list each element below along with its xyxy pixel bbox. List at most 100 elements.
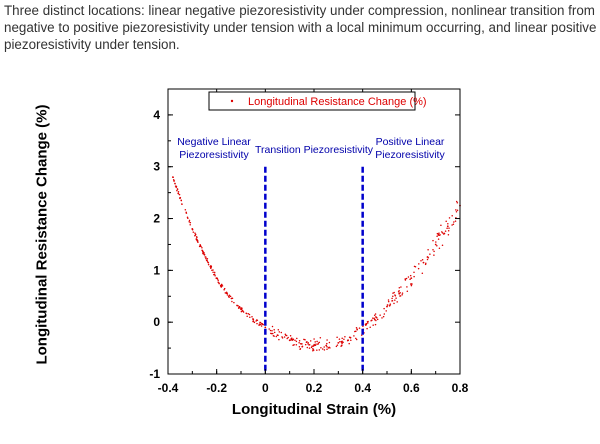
data-point <box>201 247 203 249</box>
data-point <box>395 297 397 299</box>
data-point <box>433 250 435 253</box>
data-point <box>362 325 364 328</box>
data-point <box>241 309 244 312</box>
data-point <box>372 324 374 326</box>
data-point <box>259 321 261 324</box>
data-point <box>355 337 357 340</box>
data-point <box>367 322 369 324</box>
data-point <box>206 259 208 262</box>
legend-marker <box>230 99 234 103</box>
data-point <box>205 256 207 258</box>
data-point <box>188 221 190 223</box>
data-point <box>341 341 343 344</box>
data-point <box>425 262 427 265</box>
data-point <box>312 348 314 350</box>
data-point <box>328 341 331 344</box>
data-point <box>387 300 390 303</box>
data-point <box>342 341 344 343</box>
data-point <box>339 340 341 343</box>
data-point <box>189 224 191 226</box>
data-point <box>196 236 198 239</box>
data-point <box>264 326 267 329</box>
data-point <box>260 325 263 327</box>
y-tick-label: 4 <box>153 108 160 122</box>
data-point <box>337 342 340 344</box>
data-point <box>355 338 358 341</box>
data-point <box>456 202 459 204</box>
data-point <box>189 221 192 224</box>
data-point <box>421 259 424 261</box>
data-point <box>319 337 322 339</box>
data-point <box>383 313 386 315</box>
data-point <box>426 258 429 261</box>
data-point <box>172 178 175 181</box>
data-point <box>398 290 400 292</box>
data-point <box>317 343 319 346</box>
data-point <box>240 310 243 313</box>
data-point <box>455 211 458 213</box>
data-point <box>242 311 245 313</box>
data-point <box>366 327 368 330</box>
data-point <box>194 232 196 234</box>
data-point <box>286 337 288 340</box>
data-point <box>271 330 273 332</box>
data-point <box>386 304 389 306</box>
data-point <box>434 243 437 246</box>
data-point <box>212 269 214 271</box>
data-point <box>418 263 420 265</box>
data-point <box>341 337 343 340</box>
data-point <box>336 336 338 339</box>
data-point <box>327 347 330 349</box>
data-point <box>310 346 313 349</box>
legend-label: Longitudinal Resistance Change (%) <box>248 96 427 108</box>
data-point <box>386 305 388 308</box>
data-point <box>436 245 438 247</box>
data-point <box>320 346 322 349</box>
data-point <box>421 272 424 275</box>
data-point <box>355 330 357 333</box>
x-axis-title: Longitudinal Strain (%) <box>232 401 396 418</box>
legend: Longitudinal Resistance Change (%) <box>208 91 427 111</box>
data-point <box>205 257 207 260</box>
data-point <box>437 234 440 236</box>
data-point <box>179 196 182 199</box>
data-point <box>258 324 260 326</box>
data-point <box>207 263 210 266</box>
data-point <box>217 281 219 283</box>
data-point <box>410 284 413 287</box>
data-point <box>308 343 311 346</box>
data-point <box>433 254 435 256</box>
data-point <box>452 223 455 226</box>
y-tick-label: 2 <box>153 212 160 226</box>
data-point <box>373 318 376 321</box>
data-point <box>312 349 314 352</box>
data-point <box>229 295 232 298</box>
data-point <box>432 239 434 242</box>
data-point <box>448 217 451 219</box>
data-point <box>299 348 301 350</box>
data-point <box>447 223 449 225</box>
data-point <box>309 340 312 342</box>
data-point <box>233 301 235 304</box>
data-point <box>336 344 339 346</box>
data-point <box>326 348 328 350</box>
data-point <box>247 313 250 315</box>
y-tick-label: -1 <box>149 367 160 381</box>
data-point <box>192 231 195 233</box>
data-point <box>287 336 289 339</box>
data-point <box>194 234 196 237</box>
data-point <box>438 234 441 237</box>
data-point <box>212 271 214 273</box>
data-point <box>249 316 251 319</box>
data-point <box>191 228 194 230</box>
data-point <box>307 341 309 344</box>
data-point <box>441 231 443 233</box>
data-point <box>231 297 233 300</box>
data-point <box>325 344 328 347</box>
data-point <box>246 315 248 317</box>
data-point <box>213 273 215 276</box>
data-point <box>355 326 358 329</box>
data-point <box>224 292 227 294</box>
data-point <box>270 332 272 335</box>
data-point <box>313 344 315 347</box>
